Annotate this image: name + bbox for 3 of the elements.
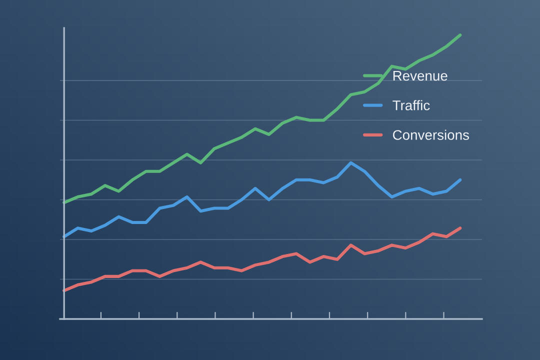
- legend-label: Traffic: [392, 100, 430, 110]
- legend-label: Conversions: [393, 130, 470, 140]
- legend-label: Revenue: [393, 70, 448, 81]
